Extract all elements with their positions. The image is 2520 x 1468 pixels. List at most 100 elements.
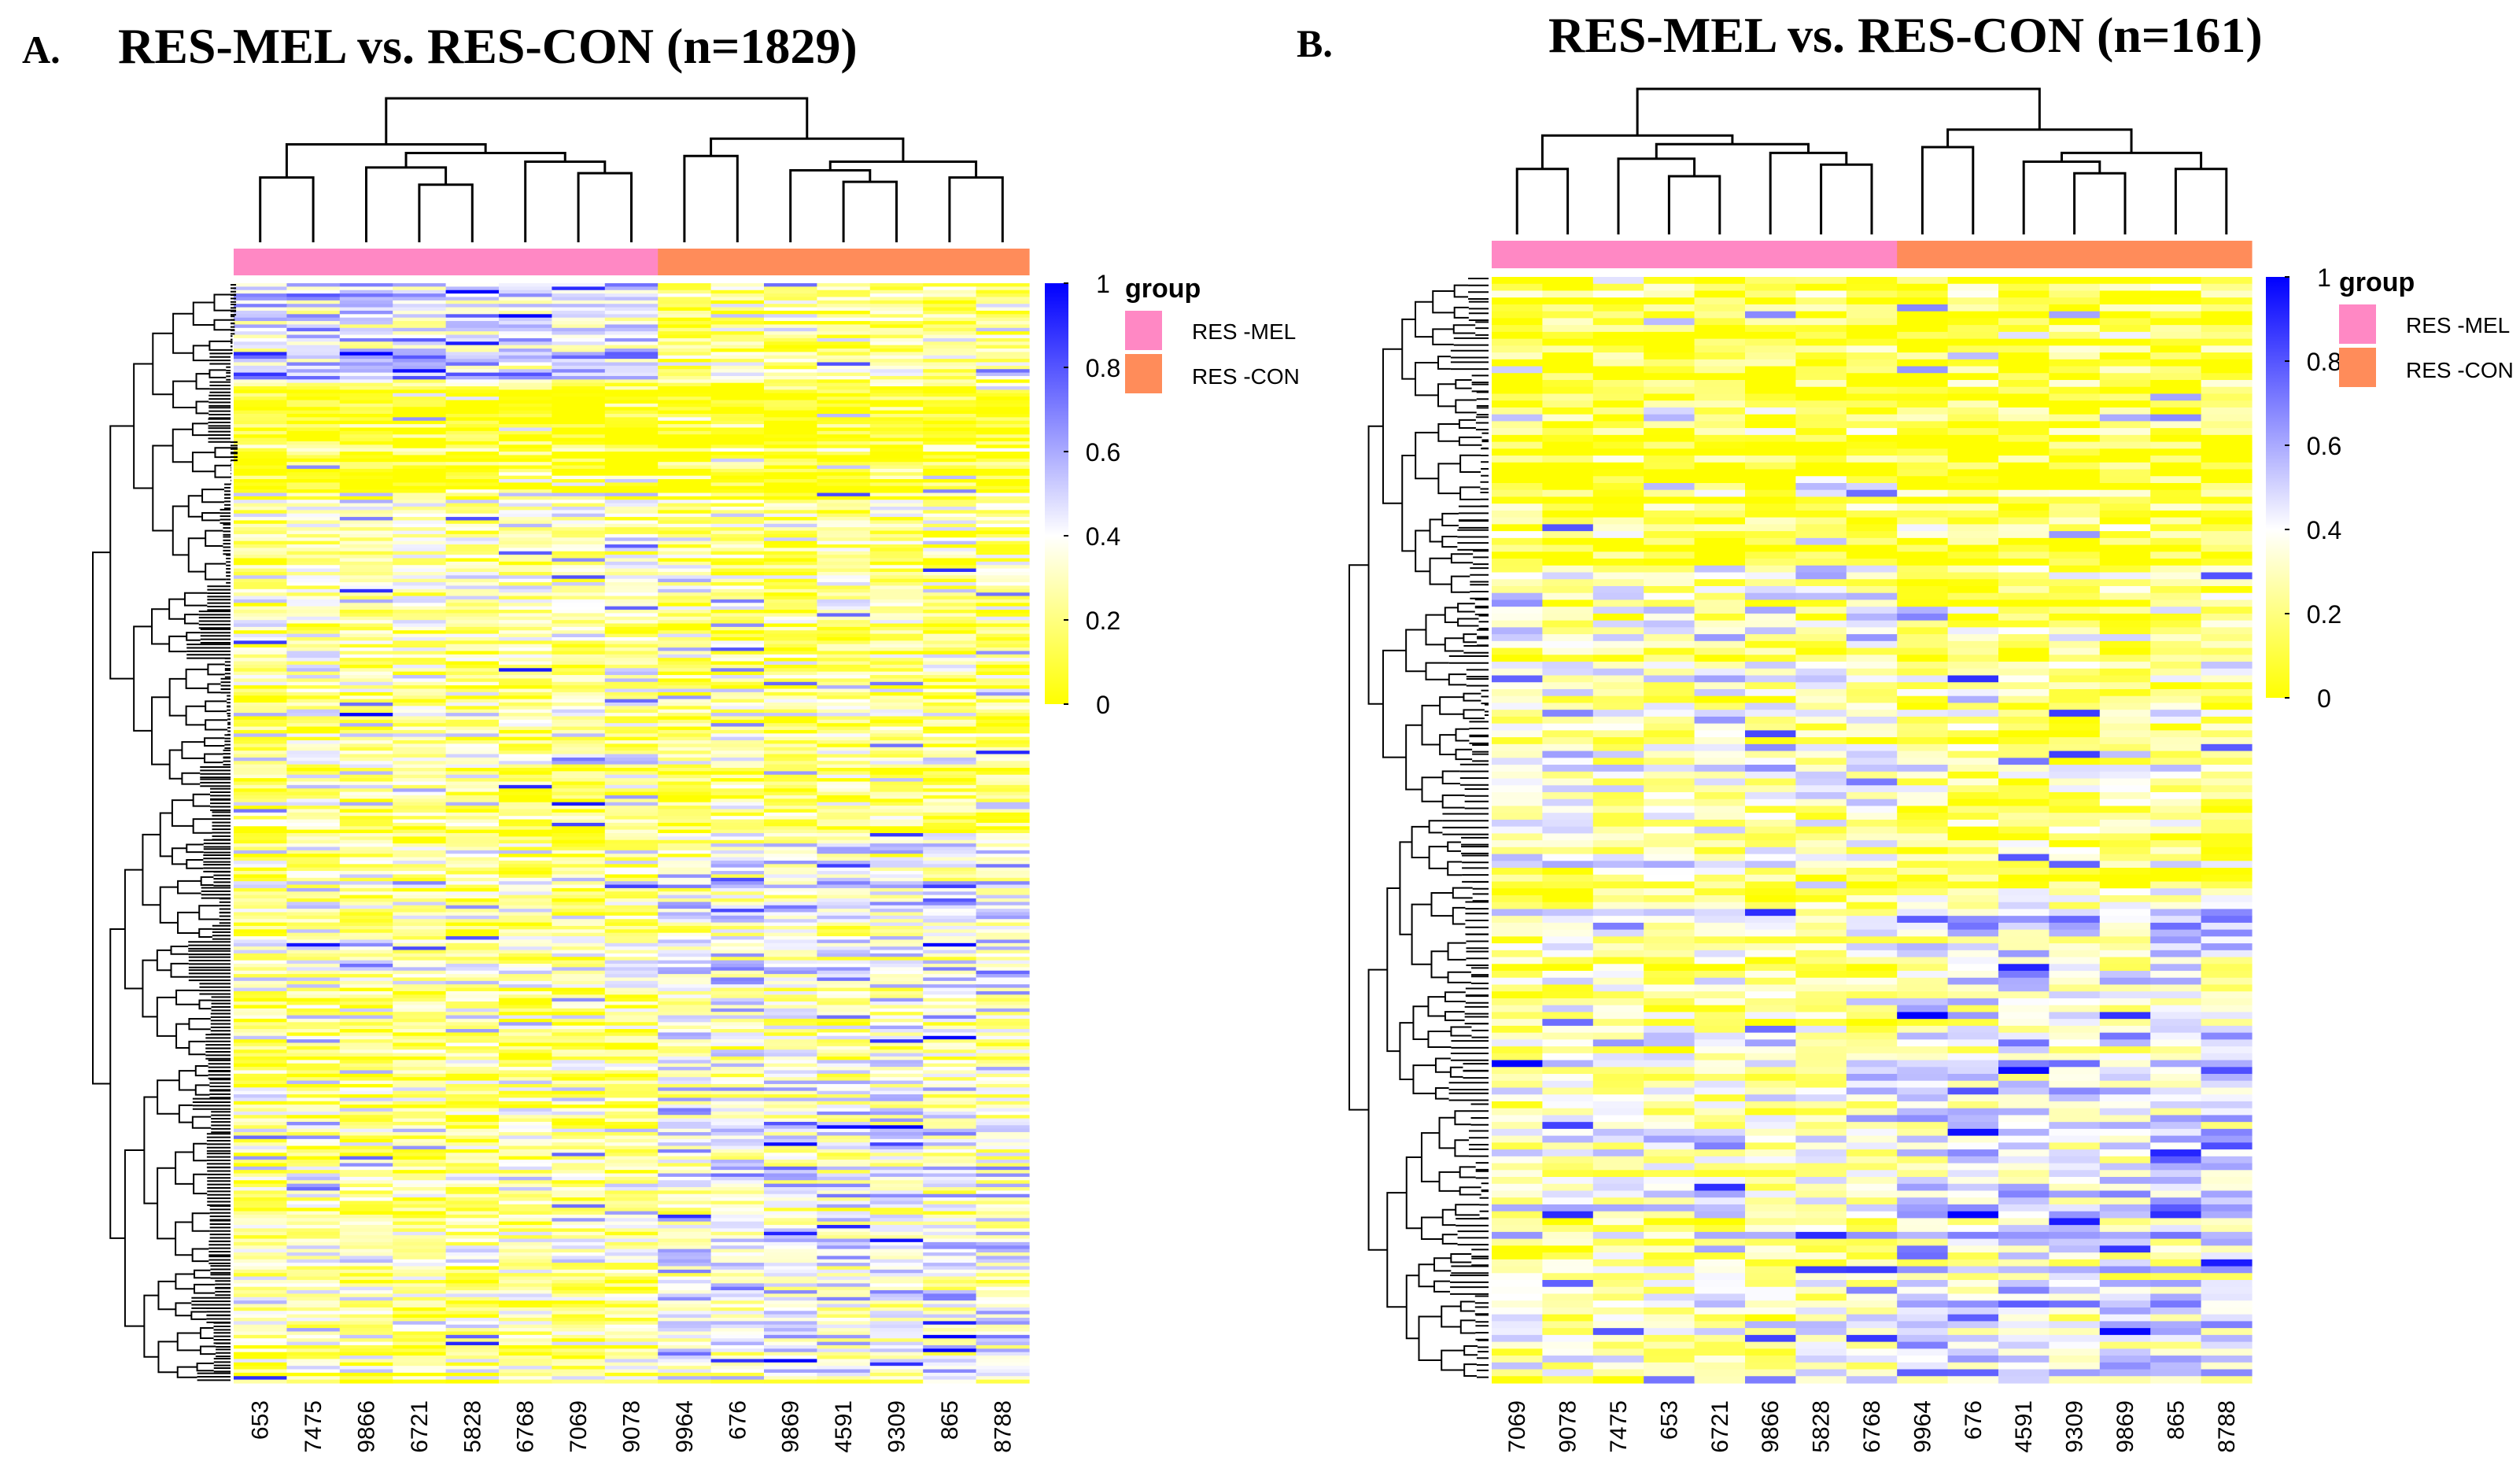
- heatmap-cell: [552, 452, 606, 456]
- heatmap-cell: [339, 654, 393, 658]
- heatmap-cell: [234, 1135, 287, 1140]
- heatmap-cell: [604, 713, 659, 717]
- heatmap-cell: [393, 857, 447, 861]
- heatmap-cell: [817, 500, 871, 504]
- heatmap-cell: [286, 290, 341, 294]
- heatmap-cell: [817, 688, 871, 693]
- heatmap-cell: [710, 555, 765, 559]
- heatmap-cell: [764, 644, 817, 648]
- heatmap-cell: [764, 960, 817, 965]
- heatmap-cell: [604, 1204, 659, 1208]
- heatmap-cell: [658, 606, 712, 610]
- dendrogram-link: [183, 614, 199, 625]
- heatmap-cell: [817, 1012, 871, 1016]
- heatmap-cell: [339, 658, 393, 662]
- heatmap-cell: [764, 747, 817, 751]
- heatmap-cell: [393, 751, 447, 755]
- heatmap-cell: [286, 716, 341, 721]
- heatmap-cell: [764, 1015, 817, 1020]
- heatmap-cell: [764, 675, 817, 680]
- heatmap-cell: [710, 729, 765, 734]
- heatmap-cell: [234, 919, 287, 924]
- heatmap-cell: [604, 513, 659, 518]
- heatmap-cell: [445, 1334, 500, 1339]
- heatmap-cell: [286, 974, 341, 979]
- heatmap-cell: [869, 407, 924, 411]
- heatmap-cell: [604, 909, 659, 913]
- heatmap-cell: [658, 375, 712, 380]
- heatmap-cell: [552, 533, 606, 538]
- heatmap-cell: [764, 688, 817, 693]
- heatmap-cell: [445, 1070, 500, 1075]
- heatmap-cell: [604, 877, 659, 882]
- heatmap-cell: [976, 1341, 1030, 1346]
- heatmap-cell: [286, 1263, 341, 1267]
- heatmap-cell: [499, 874, 552, 879]
- heatmap-cell: [764, 788, 817, 793]
- heatmap-cell: [339, 699, 393, 703]
- heatmap-cell: [976, 355, 1030, 360]
- heatmap-cell: [604, 1135, 659, 1140]
- heatmap-cell: [445, 1362, 500, 1367]
- heatmap-cell: [499, 410, 552, 415]
- heatmap-cell: [552, 352, 606, 356]
- heatmap-cell: [339, 974, 393, 979]
- heatmap-cell: [445, 437, 500, 442]
- heatmap-cell: [658, 475, 712, 480]
- heatmap-cell: [976, 799, 1030, 803]
- heatmap-cell: [604, 485, 659, 490]
- heatmap-cell: [923, 437, 977, 442]
- heatmap-cell: [764, 1321, 817, 1326]
- heatmap-cell: [923, 871, 977, 876]
- heatmap-cell: [286, 1135, 341, 1140]
- heatmap-cell: [869, 664, 924, 669]
- heatmap-cell: [764, 341, 817, 346]
- heatmap-cell: [499, 382, 552, 387]
- heatmap-cell: [764, 1190, 817, 1195]
- heatmap-cell: [393, 462, 447, 467]
- heatmap-cell: [817, 1118, 871, 1123]
- heatmap-cell: [923, 819, 977, 824]
- heatmap-cell: [817, 1259, 871, 1263]
- heatmap-cell: [976, 877, 1030, 882]
- heatmap-cell: [764, 1135, 817, 1140]
- heatmap-cell: [499, 334, 552, 339]
- heatmap-cell: [604, 496, 659, 500]
- heatmap-cell: [764, 472, 817, 477]
- heatmap-cell: [764, 520, 817, 525]
- heatmap-cell: [339, 1300, 393, 1305]
- heatmap-cell: [499, 809, 552, 813]
- heatmap-cell: [869, 812, 924, 817]
- heatmap-cell: [764, 324, 817, 329]
- heatmap-cell: [499, 1221, 552, 1226]
- heatmap-cell: [604, 1366, 659, 1370]
- heatmap-cell: [710, 1321, 765, 1326]
- heatmap-cell: [234, 716, 287, 721]
- heatmap-cell: [710, 843, 765, 848]
- heatmap-cell: [234, 1245, 287, 1250]
- heatmap-cell: [499, 355, 552, 360]
- heatmap-cell: [234, 925, 287, 930]
- heatmap-cell: [286, 1046, 341, 1050]
- heatmap-cell: [869, 417, 924, 422]
- heatmap-cell: [286, 1321, 341, 1326]
- heatmap-cell: [393, 1170, 447, 1175]
- heatmap-cell: [445, 894, 500, 899]
- heatmap-cell: [286, 307, 341, 312]
- heatmap-cell: [869, 799, 924, 803]
- heatmap-cell: [339, 1128, 393, 1133]
- heatmap-cell: [923, 946, 977, 951]
- heatmap-cell: [499, 321, 552, 326]
- heatmap-cell: [604, 812, 659, 817]
- heatmap-cell: [764, 1080, 817, 1085]
- heatmap-cell: [234, 898, 287, 902]
- heatmap-cell: [393, 290, 447, 294]
- heatmap-cell: [339, 1018, 393, 1023]
- heatmap-cell: [234, 990, 287, 995]
- heatmap-cell: [552, 386, 606, 391]
- heatmap-cell: [234, 1170, 287, 1175]
- heatmap-cell: [764, 1241, 817, 1246]
- heatmap-cell: [234, 506, 287, 511]
- heatmap-cell: [339, 1263, 393, 1267]
- heatmap-cell: [393, 1372, 447, 1377]
